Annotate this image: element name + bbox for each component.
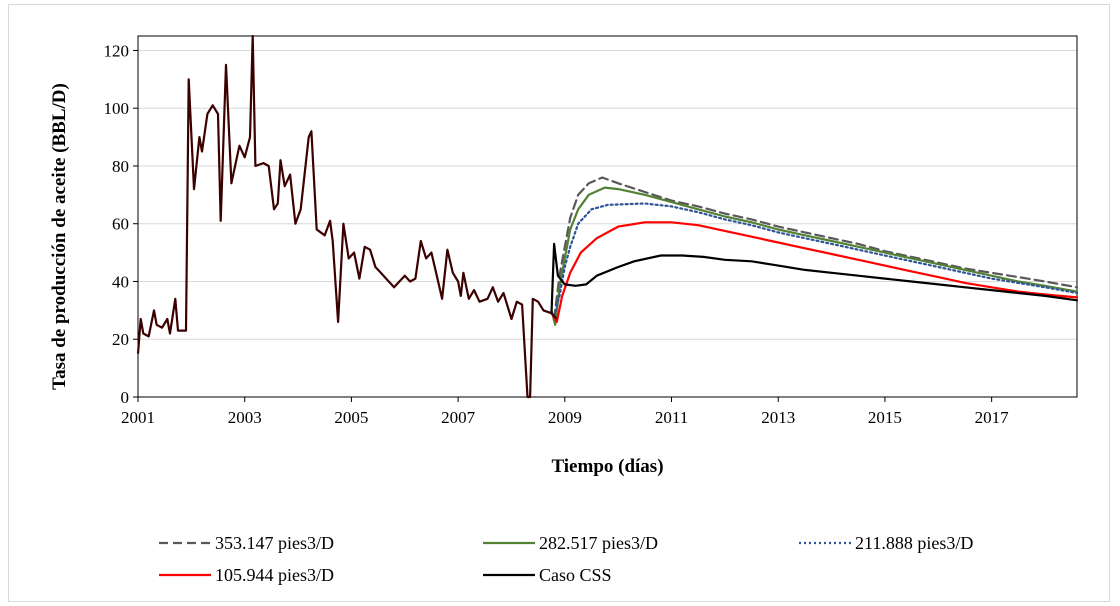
legend-label-3: 211.888 pies3/D <box>855 533 973 553</box>
plot-border <box>137 35 1078 398</box>
y-tick-label-60: 60 <box>112 215 129 234</box>
x-tick-label-2007: 2007 <box>441 408 476 427</box>
series-lines <box>136 34 1079 399</box>
y-axis-ticks: 0 20 40 60 80 100 120 <box>104 41 138 407</box>
y-tick-label-20: 20 <box>112 330 129 349</box>
plot-area <box>137 35 1078 398</box>
legend-label-5: Caso CSS <box>539 565 612 585</box>
x-tick-label-2001: 2001 <box>121 408 155 427</box>
y-tick-label-100: 100 <box>104 99 130 118</box>
x-tick-label-2013: 2013 <box>761 408 795 427</box>
x-tick-label-2017: 2017 <box>975 408 1010 427</box>
series-line-3 <box>553 202 1079 318</box>
legend: 353.147 pies3/D 282.517 pies3/D 211.888 pi… <box>159 533 973 585</box>
y-tick-label-80: 80 <box>112 157 129 176</box>
chart-frame: 2001 2003 2005 2007 2009 2011 2013 2015 2017 0 20… <box>8 4 1110 602</box>
y-tick-label-40: 40 <box>112 272 129 291</box>
history-line <box>136 34 558 399</box>
y-tick-label-120: 120 <box>104 41 130 60</box>
legend-label-4: 105.944 pies3/D <box>215 565 334 585</box>
x-tick-label-2005: 2005 <box>334 408 368 427</box>
legend-label-2: 282.517 pies3/D <box>539 533 658 553</box>
legend-label-1: 353.147 pies3/D <box>215 533 334 553</box>
x-tick-label-2009: 2009 <box>548 408 582 427</box>
series-line-1 <box>553 176 1079 321</box>
series-line-4 <box>550 221 1079 323</box>
x-axis-title: Tiempo (días) <box>551 456 663 477</box>
x-tick-label-2015: 2015 <box>868 408 902 427</box>
series-line-2 <box>550 186 1079 326</box>
x-tick-label-2003: 2003 <box>228 408 262 427</box>
line-chart: 2001 2003 2005 2007 2009 2011 2013 2015 2017 020… <box>49 34 1079 585</box>
x-tick-label-2011: 2011 <box>655 408 688 427</box>
x-axis-ticks: 2001 2003 2005 2007 2009 2011 2013 2015 2017 <box>121 397 1009 427</box>
y-axis-title: Tasa de producción de aceite (BBL/D) <box>49 83 70 390</box>
series-line-5 <box>550 242 1079 315</box>
y-tick-label-0: 0 <box>121 388 130 407</box>
